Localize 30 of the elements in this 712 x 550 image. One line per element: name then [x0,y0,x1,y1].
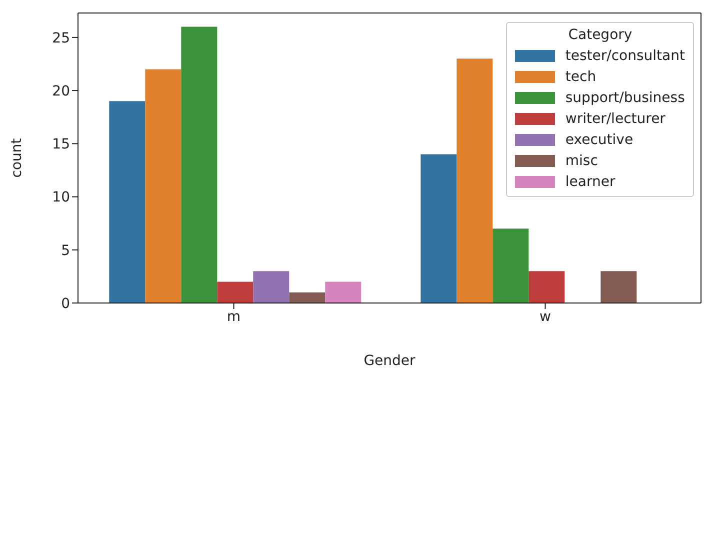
y-tick-label: 5 [61,242,70,259]
legend-label: tech [565,68,596,84]
x-tick-label: w [540,308,551,325]
legend-label: support/business [565,90,685,106]
legend-title: Category [567,27,634,43]
y-tick-label: 25 [52,30,70,46]
y-tick-label: 20 [52,84,70,100]
bar [217,282,254,303]
legend-label: writer/lecturer [565,110,666,126]
legend-label: executive [565,132,634,148]
bar [528,271,565,303]
bar [420,154,457,303]
legend-label: misc [565,152,598,168]
x-tick-label: m [226,308,241,325]
bar [253,271,290,303]
y-tick-label: 10 [52,190,70,206]
bar [600,271,637,303]
bar [492,228,529,303]
y-axis-title: count [8,138,25,178]
legend-label: tester/consultant [565,48,685,64]
x-axis-title: Gender [364,353,416,369]
y-tick-label: 15 [52,136,70,153]
bar [325,282,362,303]
bar [456,58,493,303]
legend-label: learner [565,174,616,190]
bar [181,26,218,303]
bar [145,69,182,303]
bar [109,101,146,303]
y-tick-label: 0 [61,296,70,312]
bar [289,292,326,303]
